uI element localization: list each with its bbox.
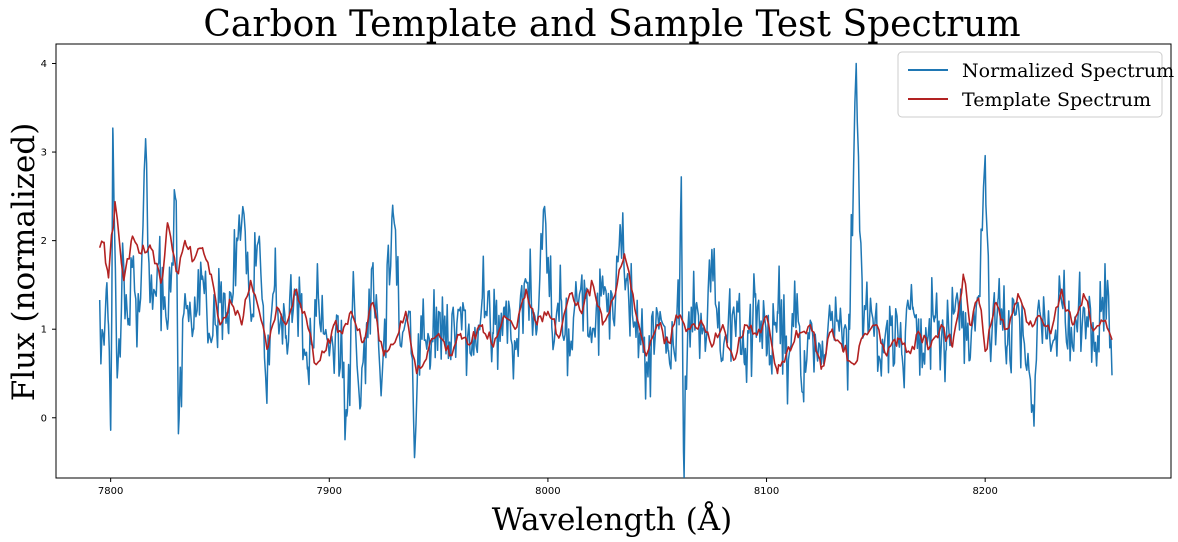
x-tick-label: 8100 — [754, 486, 779, 497]
series-layer — [98, 62, 1113, 478]
x-tick-label: 7800 — [98, 486, 123, 497]
legend-frame — [897, 51, 1163, 118]
series-line-template-spectrum — [98, 200, 1113, 375]
y-axis-ticks: 0 1 2 3 4 — [41, 59, 56, 424]
x-tick-label: 7900 — [317, 486, 342, 497]
legend-label-template-spectrum: Template Spectrum — [962, 89, 1151, 111]
y-tick-label: 4 — [41, 59, 47, 70]
y-tick-label: 0 — [41, 413, 47, 424]
y-tick-label: 2 — [41, 236, 47, 247]
chart-title: Carbon Template and Sample Test Spectrum — [203, 4, 1020, 45]
legend: Normalized Spectrum Template Spectrum — [897, 51, 1174, 118]
series-line-normalized-spectrum — [98, 62, 1113, 478]
y-axis-label: Flux (normalized) — [6, 123, 42, 402]
plot-frame — [55, 43, 1172, 479]
x-tick-label: 8000 — [535, 486, 560, 497]
y-tick-label: 1 — [41, 325, 47, 336]
y-tick-label: 3 — [41, 148, 47, 159]
x-axis-label: Wavelength (Å) — [492, 500, 732, 538]
legend-label-normalized-spectrum: Normalized Spectrum — [962, 60, 1174, 82]
x-axis-ticks: 7800 7900 8000 8100 8200 — [98, 478, 998, 497]
x-tick-label: 8200 — [972, 486, 997, 497]
